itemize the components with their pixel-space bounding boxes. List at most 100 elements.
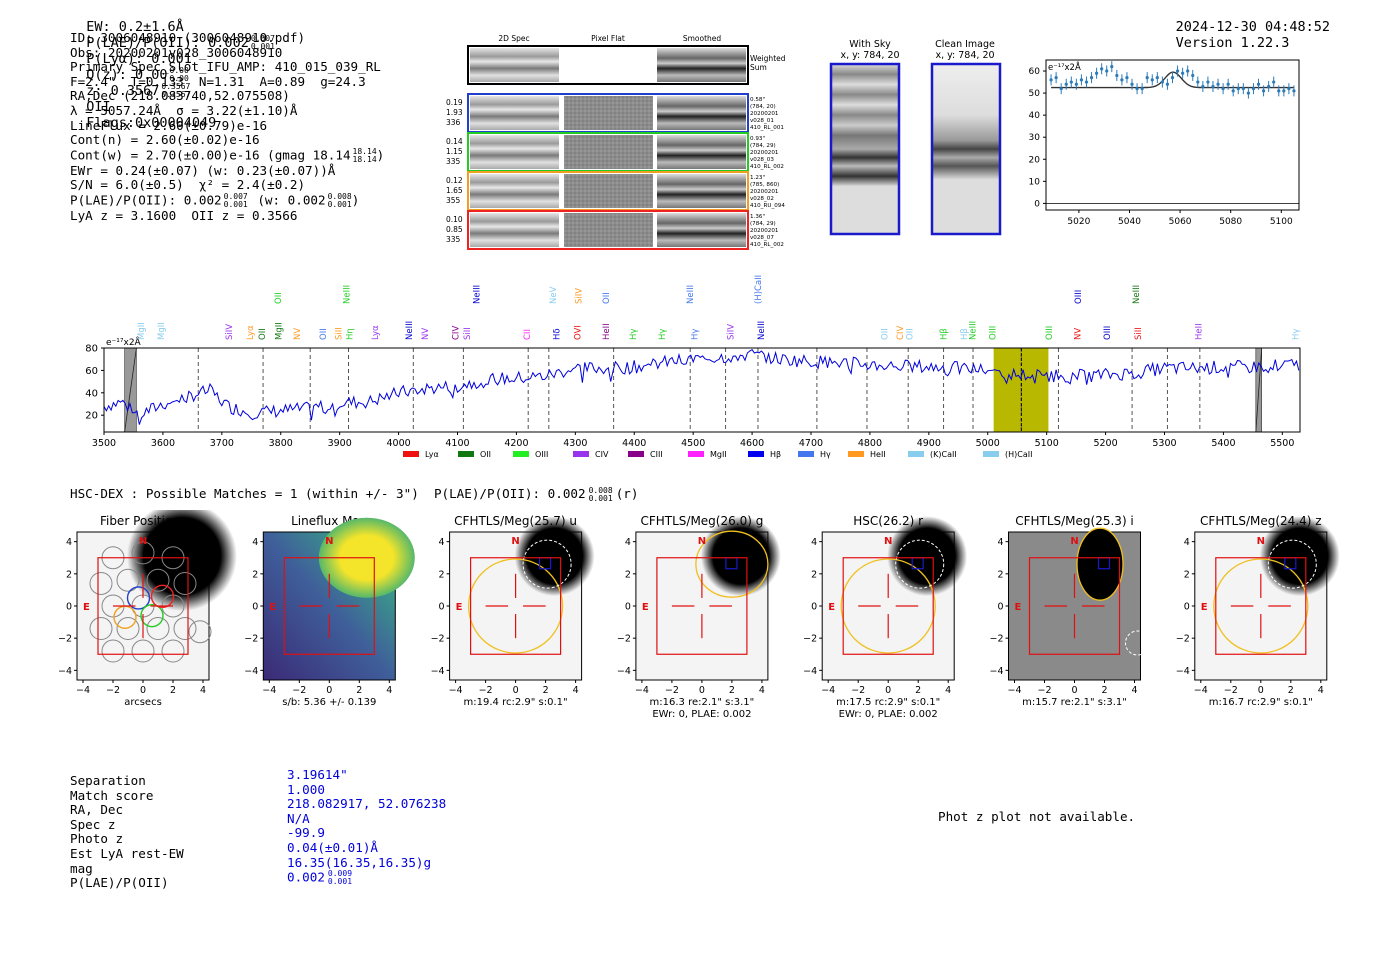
north-label: N: [1257, 536, 1265, 547]
legend-swatch: [688, 451, 704, 457]
info-line: λ = 5057.24Å σ = 3.22(±1.10)Å: [70, 102, 298, 118]
east-label: E: [828, 602, 835, 613]
zoom-ytick-label: 60: [1029, 67, 1041, 77]
east-label: E: [456, 602, 463, 613]
cutout-ytick-label: −4: [1176, 666, 1190, 677]
match-table-values: 3.19614" 1.000 218.082917, 52.076238 N/A…: [287, 767, 446, 886]
fiber-pixel-flat: [564, 96, 653, 130]
zoom-point: [1145, 76, 1149, 80]
masked-hatch: [1255, 347, 1263, 433]
cutout-xtick-label: 2: [915, 685, 921, 696]
zoom-point: [1089, 76, 1094, 80]
fiber-smoothed: [657, 135, 746, 169]
source-blob: [1077, 528, 1123, 601]
spectrum-ytick-label: 60: [85, 366, 98, 377]
emission-line-label: Lyα: [371, 325, 381, 340]
emission-line-label: MgII: [137, 322, 147, 340]
clean-image-title: Clean Image: [935, 39, 995, 50]
spectra-2d-panel: 2D Spec Pixel Flat Smoothed Weighted Sum…: [446, 34, 786, 250]
zoom-ytick-label: 50: [1029, 89, 1041, 99]
cutout-xtick-label: 0: [1071, 685, 1077, 696]
hsc-plae-lo: 0.001: [588, 493, 613, 503]
fiber-right-label: (784, 29): [750, 221, 776, 227]
header-ew: EW: 0.2±1.6Å: [86, 19, 184, 35]
emission-line-label: Hδ: [553, 328, 563, 340]
cutout-xtick-label: 2: [356, 685, 362, 696]
zoom-point: [1221, 87, 1225, 91]
fiber-smoothed: [657, 96, 746, 130]
cutout-panel: CFHTLS/Meg(26.0) gNE−4−4−2−2002244m:16.3…: [617, 514, 781, 720]
emission-line-label: OII: [881, 328, 891, 340]
zoom-point: [1196, 80, 1200, 84]
match-label: Separation: [70, 773, 146, 788]
hsc-title: HSC-DEX : Possible Matches = 1 (within +…: [70, 486, 586, 501]
fiber-2d-spec: [470, 174, 559, 208]
north-label: N: [511, 536, 519, 547]
cutout-xtick-label: 4: [386, 685, 392, 696]
info-plae-lo: 0.001: [223, 199, 248, 209]
search-box: [283, 557, 375, 655]
spectrum-xtick-label: 3600: [151, 438, 175, 449]
header-summary: EW: 0.2±1.6Å P(LAE)/P(OII): 0.002 0.007 0.…: [70, 3, 275, 131]
fiber-pixel-flat: [564, 213, 653, 247]
emission-line-label: OVI: [574, 325, 584, 340]
zoom-point: [1282, 89, 1286, 93]
info-gmag-lo: 18.14: [352, 154, 377, 164]
aperture-ellipse: [1076, 527, 1124, 601]
fiber-right-label: 410_RU_094: [750, 203, 785, 209]
emission-line-label: NeIII: [472, 285, 482, 304]
fiber-left-label: 1.65: [446, 186, 463, 195]
weighted-sum-label: Weighted: [750, 54, 786, 63]
cutout-ytick-label: −2: [803, 634, 817, 645]
zoom-point: [1125, 76, 1129, 80]
zoom-point: [1140, 87, 1144, 91]
cutout-title: CFHTLS/Meg(25.3) i: [1015, 514, 1134, 528]
fiber-right-label: 0.93": [750, 136, 765, 142]
cutout-xtick-label: 2: [1288, 685, 1294, 696]
cutout-xtick-label: 4: [759, 685, 765, 696]
cutout-ytick-label: 4: [997, 537, 1003, 548]
spectrum-xtick-label: 4800: [858, 438, 882, 449]
cutout-panel: CFHTLS/Meg(25.7) uNE−4−4−2−2002244m:19.4…: [431, 514, 595, 708]
fiber-2d-spec: [470, 135, 559, 169]
header-plae-lo: 0.001: [250, 42, 275, 51]
cutout-ytick-label: 4: [625, 537, 631, 548]
cutout-caption-2: EWr: 0, PLAE: 0.002: [839, 709, 938, 720]
east-label: E: [1201, 602, 1208, 613]
fiber-right-label: 0.58": [750, 97, 765, 103]
emission-line-label: SiII: [335, 327, 345, 340]
fiber-circle: [188, 620, 212, 644]
cutout-xtick-label: 4: [1131, 685, 1137, 696]
legend-label: (K)CaII: [930, 450, 957, 459]
info-plae-w-close: ): [351, 192, 360, 208]
zoom-point: [1064, 82, 1068, 86]
cutout-xtick-label: −4: [262, 685, 276, 696]
legend-swatch: [848, 451, 864, 457]
fiber-circle: [173, 571, 197, 595]
spectrum-xtick-label: 4700: [799, 438, 823, 449]
fiber-smoothed: [657, 213, 746, 247]
fiber-circle: [131, 541, 155, 565]
legend-label: (H)CaII: [1005, 450, 1032, 459]
legend-swatch: [983, 451, 999, 457]
fiber-2d-spec: [470, 213, 559, 247]
fiber-circle-4: [150, 584, 175, 609]
spectrum-xtick-label: 4300: [563, 438, 587, 449]
zoom-point: [1110, 65, 1114, 69]
legend-swatch: [798, 451, 814, 457]
legend-label: MgII: [710, 450, 727, 459]
cutout-xtick-label: −2: [292, 685, 306, 696]
info-plae-w-lo: 0.001: [327, 199, 352, 209]
aperture-circle: [467, 558, 564, 654]
cutout-xtick-label: 4: [945, 685, 951, 696]
zoom-point: [1272, 80, 1276, 84]
cutout-xtick-label: 4: [200, 685, 206, 696]
zoom-point: [1246, 91, 1250, 95]
match-label: Est LyA rest-EW: [70, 845, 184, 861]
cutout-xtick-label: −2: [1224, 685, 1238, 696]
cutout-ytick-label: −2: [58, 634, 72, 645]
zoom-ytick-label: 40: [1029, 111, 1041, 121]
masked-hatch: [124, 347, 137, 433]
